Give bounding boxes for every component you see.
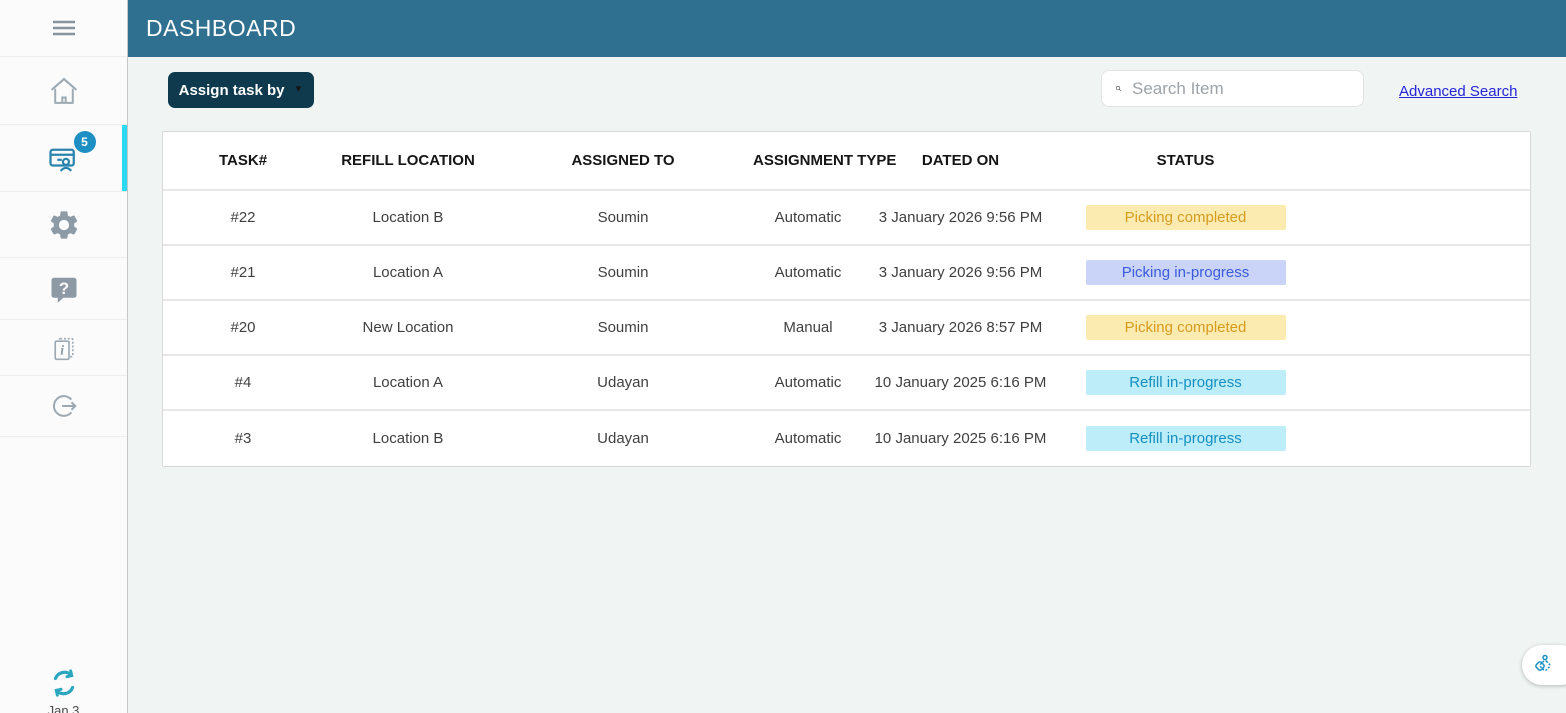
sidebar-item-home[interactable] [0, 57, 127, 125]
status-badge: Refill in-progress [1085, 370, 1286, 395]
cell-assignment-type: Manual [783, 319, 833, 336]
sidebar-spacer [0, 437, 127, 661]
column-header-assigned-to: ASSIGNED TO [571, 152, 675, 169]
tasks-icon [48, 148, 75, 172]
advanced-search-link[interactable]: Advanced Search [1399, 83, 1518, 100]
cell-task-number: #4 [234, 374, 252, 391]
cell-task-number: #20 [230, 319, 256, 336]
table-header-row: TASK# REFILL LOCATION ASSIGNED TO ASSIGN… [163, 132, 1530, 191]
search-box [1101, 70, 1364, 107]
cell-task-number: #22 [230, 209, 256, 226]
cell-refill-location: Location B [372, 430, 444, 447]
gear-icon [50, 210, 77, 239]
sidebar-item-settings[interactable] [0, 192, 127, 258]
cell-assigned-to: Udayan [597, 430, 649, 447]
page-title: DASHBOARD [146, 15, 297, 41]
cell-dated-on: 3 January 2026 9:56 PM [878, 264, 1043, 281]
cell-status: Refill in-progress [1058, 370, 1313, 395]
cell-status: Picking completed [1058, 315, 1313, 340]
cell-status: Picking completed [1058, 205, 1313, 230]
search-icon [1116, 86, 1122, 92]
column-header-refill-location: REFILL LOCATION [341, 152, 475, 169]
status-badge: Picking in-progress [1085, 260, 1286, 285]
sidebar-item-info[interactable]: i [0, 320, 127, 376]
table-row: #20 New Location Soumin Manual 3 January… [163, 301, 1530, 356]
cell-assigned-to: Soumin [597, 319, 649, 336]
table-row: #22 Location B Soumin Automatic 3 Januar… [163, 191, 1530, 246]
sidebar-footer-date: Jan 3 [47, 703, 80, 713]
cell-dated-on: 10 January 2025 6:16 PM [874, 374, 1047, 391]
cell-refill-location: Location A [372, 264, 444, 281]
cell-status: Refill in-progress [1058, 426, 1313, 451]
sidebar-item-menu[interactable] [0, 0, 127, 57]
assign-task-by-button[interactable]: Assign task by ▼ [168, 72, 314, 108]
cell-dated-on: 3 January 2026 8:57 PM [878, 319, 1043, 336]
cell-assignment-type: Automatic [774, 430, 842, 447]
cell-assignment-type: Automatic [774, 209, 842, 226]
cell-assigned-to: Udayan [597, 374, 649, 391]
table-row: #4 Location A Udayan Automatic 10 Januar… [163, 356, 1530, 411]
cell-task-number: #3 [234, 430, 252, 447]
hamburger-menu-icon [52, 20, 75, 36]
assign-task-by-label: Assign task by [178, 81, 285, 99]
cell-refill-location: Location B [372, 209, 444, 226]
tasks-icon-wrap: 5 [45, 131, 96, 176]
topbar: DASHBOARD [128, 0, 1566, 57]
cell-task-number: #21 [230, 264, 256, 281]
column-header-assignment-type: ASSIGNMENT TYPE [753, 152, 897, 169]
cell-assigned-to: Soumin [597, 209, 649, 226]
sidebar-item-help[interactable]: ? [0, 258, 127, 320]
home-icon [50, 77, 77, 104]
accessibility-widget[interactable] [1522, 645, 1566, 685]
cell-status: Picking in-progress [1058, 260, 1313, 285]
tasks-table: TASK# REFILL LOCATION ASSIGNED TO ASSIGN… [162, 131, 1531, 467]
cell-assignment-type: Automatic [774, 264, 842, 281]
status-badge: Picking completed [1085, 315, 1286, 340]
info-document-icon: i [53, 337, 74, 360]
refresh-icon [53, 669, 74, 697]
status-badge: Refill in-progress [1085, 426, 1286, 451]
table-row: #3 Location B Udayan Automatic 10 Januar… [163, 411, 1530, 466]
cell-refill-location: Location A [372, 374, 444, 391]
svg-text:i: i [60, 342, 64, 357]
cell-refill-location: New Location [362, 319, 454, 336]
accessibility-icon [1535, 654, 1551, 672]
search-input[interactable] [1132, 78, 1353, 99]
cell-dated-on: 10 January 2025 6:16 PM [874, 430, 1047, 447]
cell-assigned-to: Soumin [597, 264, 649, 281]
table-body: #22 Location B Soumin Automatic 3 Januar… [163, 191, 1530, 466]
column-header-task: TASK# [218, 152, 268, 169]
help-icon: ? [51, 277, 76, 303]
tasks-count-badge: 5 [73, 131, 96, 153]
cell-dated-on: 3 January 2026 9:56 PM [878, 209, 1043, 226]
cell-assignment-type: Automatic [774, 374, 842, 391]
sidebar: 5 ? i [0, 0, 128, 713]
status-badge: Picking completed [1085, 205, 1286, 230]
sidebar-item-logout[interactable] [0, 376, 127, 437]
column-header-dated-on: DATED ON [921, 152, 1000, 169]
sidebar-item-tasks[interactable]: 5 [0, 125, 127, 192]
logout-icon [52, 395, 77, 417]
dropdown-caret-icon: ▼ [293, 84, 304, 95]
column-header-status: STATUS [1156, 152, 1215, 169]
sidebar-item-refresh[interactable] [0, 661, 127, 703]
table-row: #21 Location A Soumin Automatic 3 Januar… [163, 246, 1530, 301]
svg-text:?: ? [58, 279, 68, 298]
